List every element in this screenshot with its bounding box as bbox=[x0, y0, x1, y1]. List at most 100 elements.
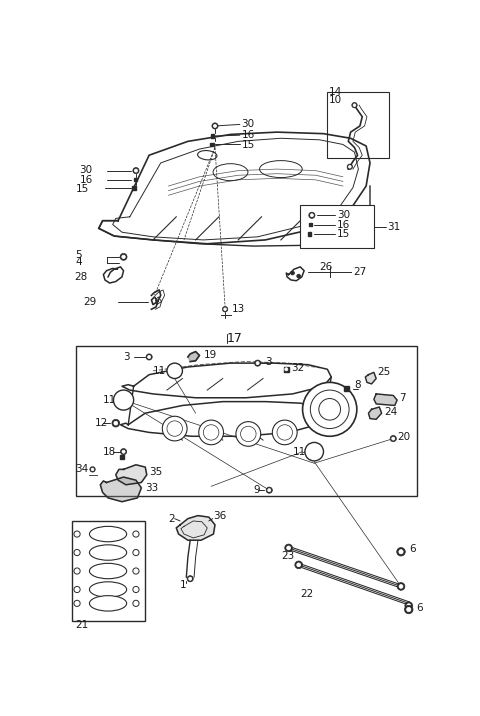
Polygon shape bbox=[365, 372, 376, 384]
Circle shape bbox=[397, 548, 405, 556]
Text: 3: 3 bbox=[265, 357, 272, 367]
Circle shape bbox=[133, 568, 139, 574]
Bar bbox=[75, 346, 417, 496]
Text: 16: 16 bbox=[79, 175, 93, 185]
Text: 19: 19 bbox=[204, 349, 216, 359]
Circle shape bbox=[285, 368, 288, 371]
Text: 24: 24 bbox=[384, 407, 397, 417]
Text: 21: 21 bbox=[75, 620, 89, 630]
Text: 33: 33 bbox=[145, 483, 158, 493]
Circle shape bbox=[74, 568, 80, 574]
Text: 30: 30 bbox=[79, 165, 93, 175]
Text: 15: 15 bbox=[241, 140, 254, 150]
Text: 2: 2 bbox=[168, 513, 175, 523]
Circle shape bbox=[352, 102, 357, 108]
Circle shape bbox=[189, 577, 192, 580]
Circle shape bbox=[390, 435, 396, 442]
Text: 7: 7 bbox=[399, 393, 405, 403]
Text: 27: 27 bbox=[353, 267, 366, 277]
Polygon shape bbox=[116, 465, 147, 485]
Text: 14: 14 bbox=[328, 87, 342, 97]
Circle shape bbox=[290, 271, 294, 275]
Circle shape bbox=[134, 169, 137, 172]
Bar bbox=[210, 142, 214, 146]
Circle shape bbox=[199, 420, 224, 445]
Circle shape bbox=[187, 576, 193, 582]
Text: 31: 31 bbox=[387, 222, 400, 232]
Polygon shape bbox=[176, 516, 215, 540]
Circle shape bbox=[91, 468, 94, 470]
Circle shape bbox=[112, 420, 120, 427]
Circle shape bbox=[399, 550, 403, 554]
Circle shape bbox=[240, 426, 256, 442]
Circle shape bbox=[348, 165, 351, 168]
Circle shape bbox=[133, 168, 139, 174]
Circle shape bbox=[399, 584, 403, 589]
Circle shape bbox=[74, 586, 80, 593]
Circle shape bbox=[254, 360, 261, 366]
Circle shape bbox=[311, 214, 313, 217]
Text: 22: 22 bbox=[300, 589, 313, 599]
Circle shape bbox=[204, 425, 219, 440]
Text: 16: 16 bbox=[336, 220, 350, 230]
Circle shape bbox=[113, 390, 133, 410]
Ellipse shape bbox=[89, 596, 127, 611]
Bar bbox=[72, 521, 145, 621]
Bar bbox=[284, 367, 288, 372]
Circle shape bbox=[302, 382, 357, 436]
Polygon shape bbox=[374, 394, 397, 405]
Polygon shape bbox=[369, 407, 382, 420]
Text: 20: 20 bbox=[397, 432, 410, 442]
Text: 35: 35 bbox=[149, 468, 162, 478]
Circle shape bbox=[272, 420, 297, 445]
Circle shape bbox=[407, 607, 411, 611]
Circle shape bbox=[295, 561, 302, 569]
Text: 34: 34 bbox=[75, 465, 89, 475]
Circle shape bbox=[122, 255, 125, 258]
Circle shape bbox=[353, 104, 356, 107]
Circle shape bbox=[287, 546, 290, 550]
Circle shape bbox=[319, 399, 340, 420]
Circle shape bbox=[167, 363, 182, 379]
Circle shape bbox=[120, 253, 127, 261]
Text: 6: 6 bbox=[417, 603, 423, 613]
Text: 25: 25 bbox=[378, 367, 391, 377]
Circle shape bbox=[297, 274, 300, 278]
Bar bbox=[133, 178, 137, 181]
Bar bbox=[327, 92, 389, 158]
Circle shape bbox=[167, 421, 182, 436]
Circle shape bbox=[212, 123, 218, 129]
Ellipse shape bbox=[89, 526, 127, 542]
Text: 23: 23 bbox=[281, 551, 294, 561]
Text: 17: 17 bbox=[227, 332, 242, 345]
Bar bbox=[300, 205, 374, 248]
Circle shape bbox=[285, 544, 292, 552]
Circle shape bbox=[266, 487, 272, 493]
Circle shape bbox=[74, 549, 80, 556]
Circle shape bbox=[405, 602, 413, 609]
Text: 3: 3 bbox=[123, 352, 130, 362]
Text: 30: 30 bbox=[336, 211, 350, 221]
Circle shape bbox=[133, 549, 139, 556]
Text: 11: 11 bbox=[292, 447, 306, 457]
Circle shape bbox=[347, 164, 353, 170]
Text: 36: 36 bbox=[214, 511, 227, 521]
Circle shape bbox=[297, 563, 300, 567]
Circle shape bbox=[147, 355, 151, 359]
Text: 16: 16 bbox=[241, 130, 254, 140]
Circle shape bbox=[133, 586, 139, 593]
Text: 13: 13 bbox=[232, 304, 245, 314]
Circle shape bbox=[214, 125, 216, 127]
Circle shape bbox=[224, 308, 227, 311]
Circle shape bbox=[392, 437, 395, 440]
Circle shape bbox=[90, 467, 95, 472]
Text: 8: 8 bbox=[355, 379, 361, 390]
Circle shape bbox=[309, 212, 315, 218]
Circle shape bbox=[405, 605, 413, 614]
Polygon shape bbox=[188, 352, 200, 362]
Ellipse shape bbox=[89, 545, 127, 560]
Circle shape bbox=[133, 600, 139, 606]
Bar bbox=[132, 186, 136, 190]
Polygon shape bbox=[100, 477, 142, 502]
Bar bbox=[211, 135, 214, 137]
